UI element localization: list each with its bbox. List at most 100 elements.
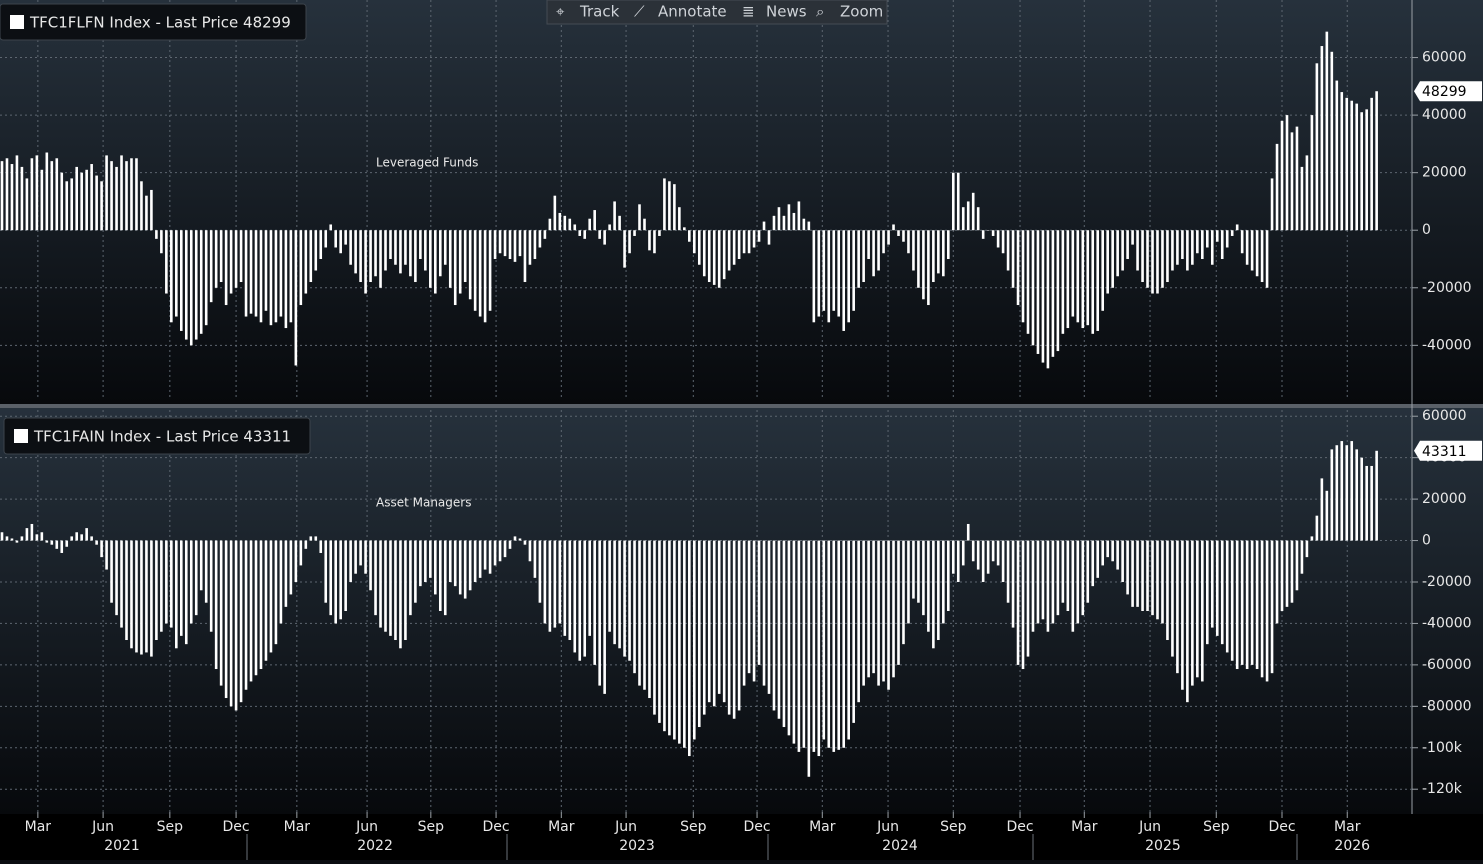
bar (598, 540, 601, 686)
bar (937, 230, 940, 274)
bar (394, 230, 397, 265)
bar (20, 166, 24, 231)
bar (1370, 97, 1373, 231)
bar (787, 540, 791, 736)
bar (1176, 540, 1179, 674)
bar (194, 230, 198, 340)
bar (702, 230, 706, 277)
bar (747, 230, 751, 254)
legend-box (0, 3, 307, 41)
button-label[interactable]: Zoom (840, 3, 883, 21)
bar (683, 540, 686, 748)
bar (478, 230, 482, 317)
bar (976, 207, 980, 231)
bar (1225, 230, 1229, 248)
bar (1325, 490, 1329, 541)
bar (468, 540, 472, 591)
annotation: Leveraged Funds (376, 156, 478, 170)
bar (279, 230, 283, 317)
last-price-tag: 48299 (1422, 84, 1467, 100)
bar (339, 230, 342, 254)
bar (877, 230, 880, 271)
button-bg[interactable] (736, 1, 806, 23)
bar (1116, 540, 1119, 570)
bar (45, 152, 49, 231)
bar (50, 540, 54, 545)
bar (45, 540, 49, 543)
bar (593, 210, 596, 231)
bar (1106, 540, 1109, 558)
button-icon[interactable]: ⌕ (816, 3, 824, 21)
year-label: 2026 (1334, 838, 1370, 854)
bar (1171, 540, 1174, 657)
bar (130, 158, 133, 231)
bar (1275, 143, 1279, 231)
bar (379, 230, 382, 288)
bar (130, 540, 133, 649)
bar (374, 230, 377, 277)
bar (438, 230, 442, 277)
bar (85, 528, 88, 541)
bar (115, 540, 118, 616)
bar (1061, 540, 1065, 603)
bar (414, 230, 417, 283)
bar (932, 230, 935, 283)
bar (618, 540, 621, 649)
button-bg[interactable] (628, 1, 732, 23)
bar (65, 181, 69, 231)
bar (289, 230, 293, 323)
button-bg[interactable] (550, 1, 624, 23)
bar (55, 540, 59, 549)
bar (628, 540, 631, 661)
bar (1265, 230, 1269, 288)
button-icon[interactable]: ≣ (742, 3, 755, 21)
bar (30, 523, 34, 541)
bar (359, 540, 362, 566)
bar (10, 164, 14, 231)
y-tick-label: -60000 (1422, 657, 1472, 673)
bar (668, 181, 671, 231)
bar (1186, 540, 1189, 703)
bar (1036, 540, 1040, 624)
toolbar-button[interactable]: ⌕ Zoom (810, 1, 886, 23)
button-icon[interactable]: ⟋ (634, 3, 645, 21)
bar (648, 540, 651, 699)
bar (981, 230, 985, 239)
bar (1295, 540, 1299, 591)
y-tick-label: -40000 (1422, 337, 1472, 353)
bar (1260, 540, 1264, 678)
button-label[interactable]: Track (579, 3, 620, 21)
bar (877, 540, 880, 686)
bar (508, 230, 512, 259)
bar (692, 230, 696, 254)
button-label[interactable]: Annotate (658, 3, 727, 21)
bar (1355, 103, 1359, 231)
bar (1191, 230, 1194, 265)
bar (145, 195, 148, 231)
bar (493, 540, 497, 566)
toolbar-button[interactable]: ⌖ Track (550, 1, 624, 23)
bar (882, 230, 885, 254)
button-icon[interactable]: ⌖ (556, 3, 565, 21)
bar (727, 230, 731, 271)
bar (155, 230, 158, 239)
bar (961, 207, 965, 231)
year-label: 2025 (1145, 838, 1181, 854)
bar (1250, 230, 1254, 271)
toolbar-button[interactable]: ⟋ Annotate (628, 1, 732, 23)
bar (1365, 109, 1368, 231)
bar (752, 540, 756, 682)
bar (712, 230, 716, 285)
toolbar-button[interactable]: ≣ News (736, 1, 807, 23)
bar (1046, 230, 1050, 369)
bar (463, 230, 467, 283)
button-bg[interactable] (810, 1, 886, 23)
bar (593, 540, 596, 665)
bar (832, 230, 836, 311)
bar (986, 230, 990, 231)
bar (996, 230, 1000, 248)
bar (528, 230, 532, 265)
button-label[interactable]: News (766, 3, 807, 21)
bar (209, 230, 213, 303)
